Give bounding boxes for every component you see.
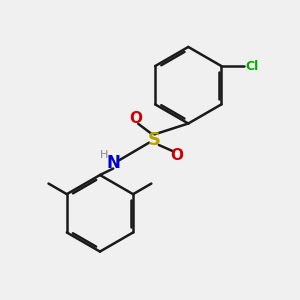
Text: Cl: Cl xyxy=(246,60,259,73)
Text: O: O xyxy=(129,111,142,126)
Text: O: O xyxy=(170,148,183,163)
Text: H: H xyxy=(100,150,108,160)
Text: N: N xyxy=(106,154,120,172)
Text: S: S xyxy=(148,131,161,149)
